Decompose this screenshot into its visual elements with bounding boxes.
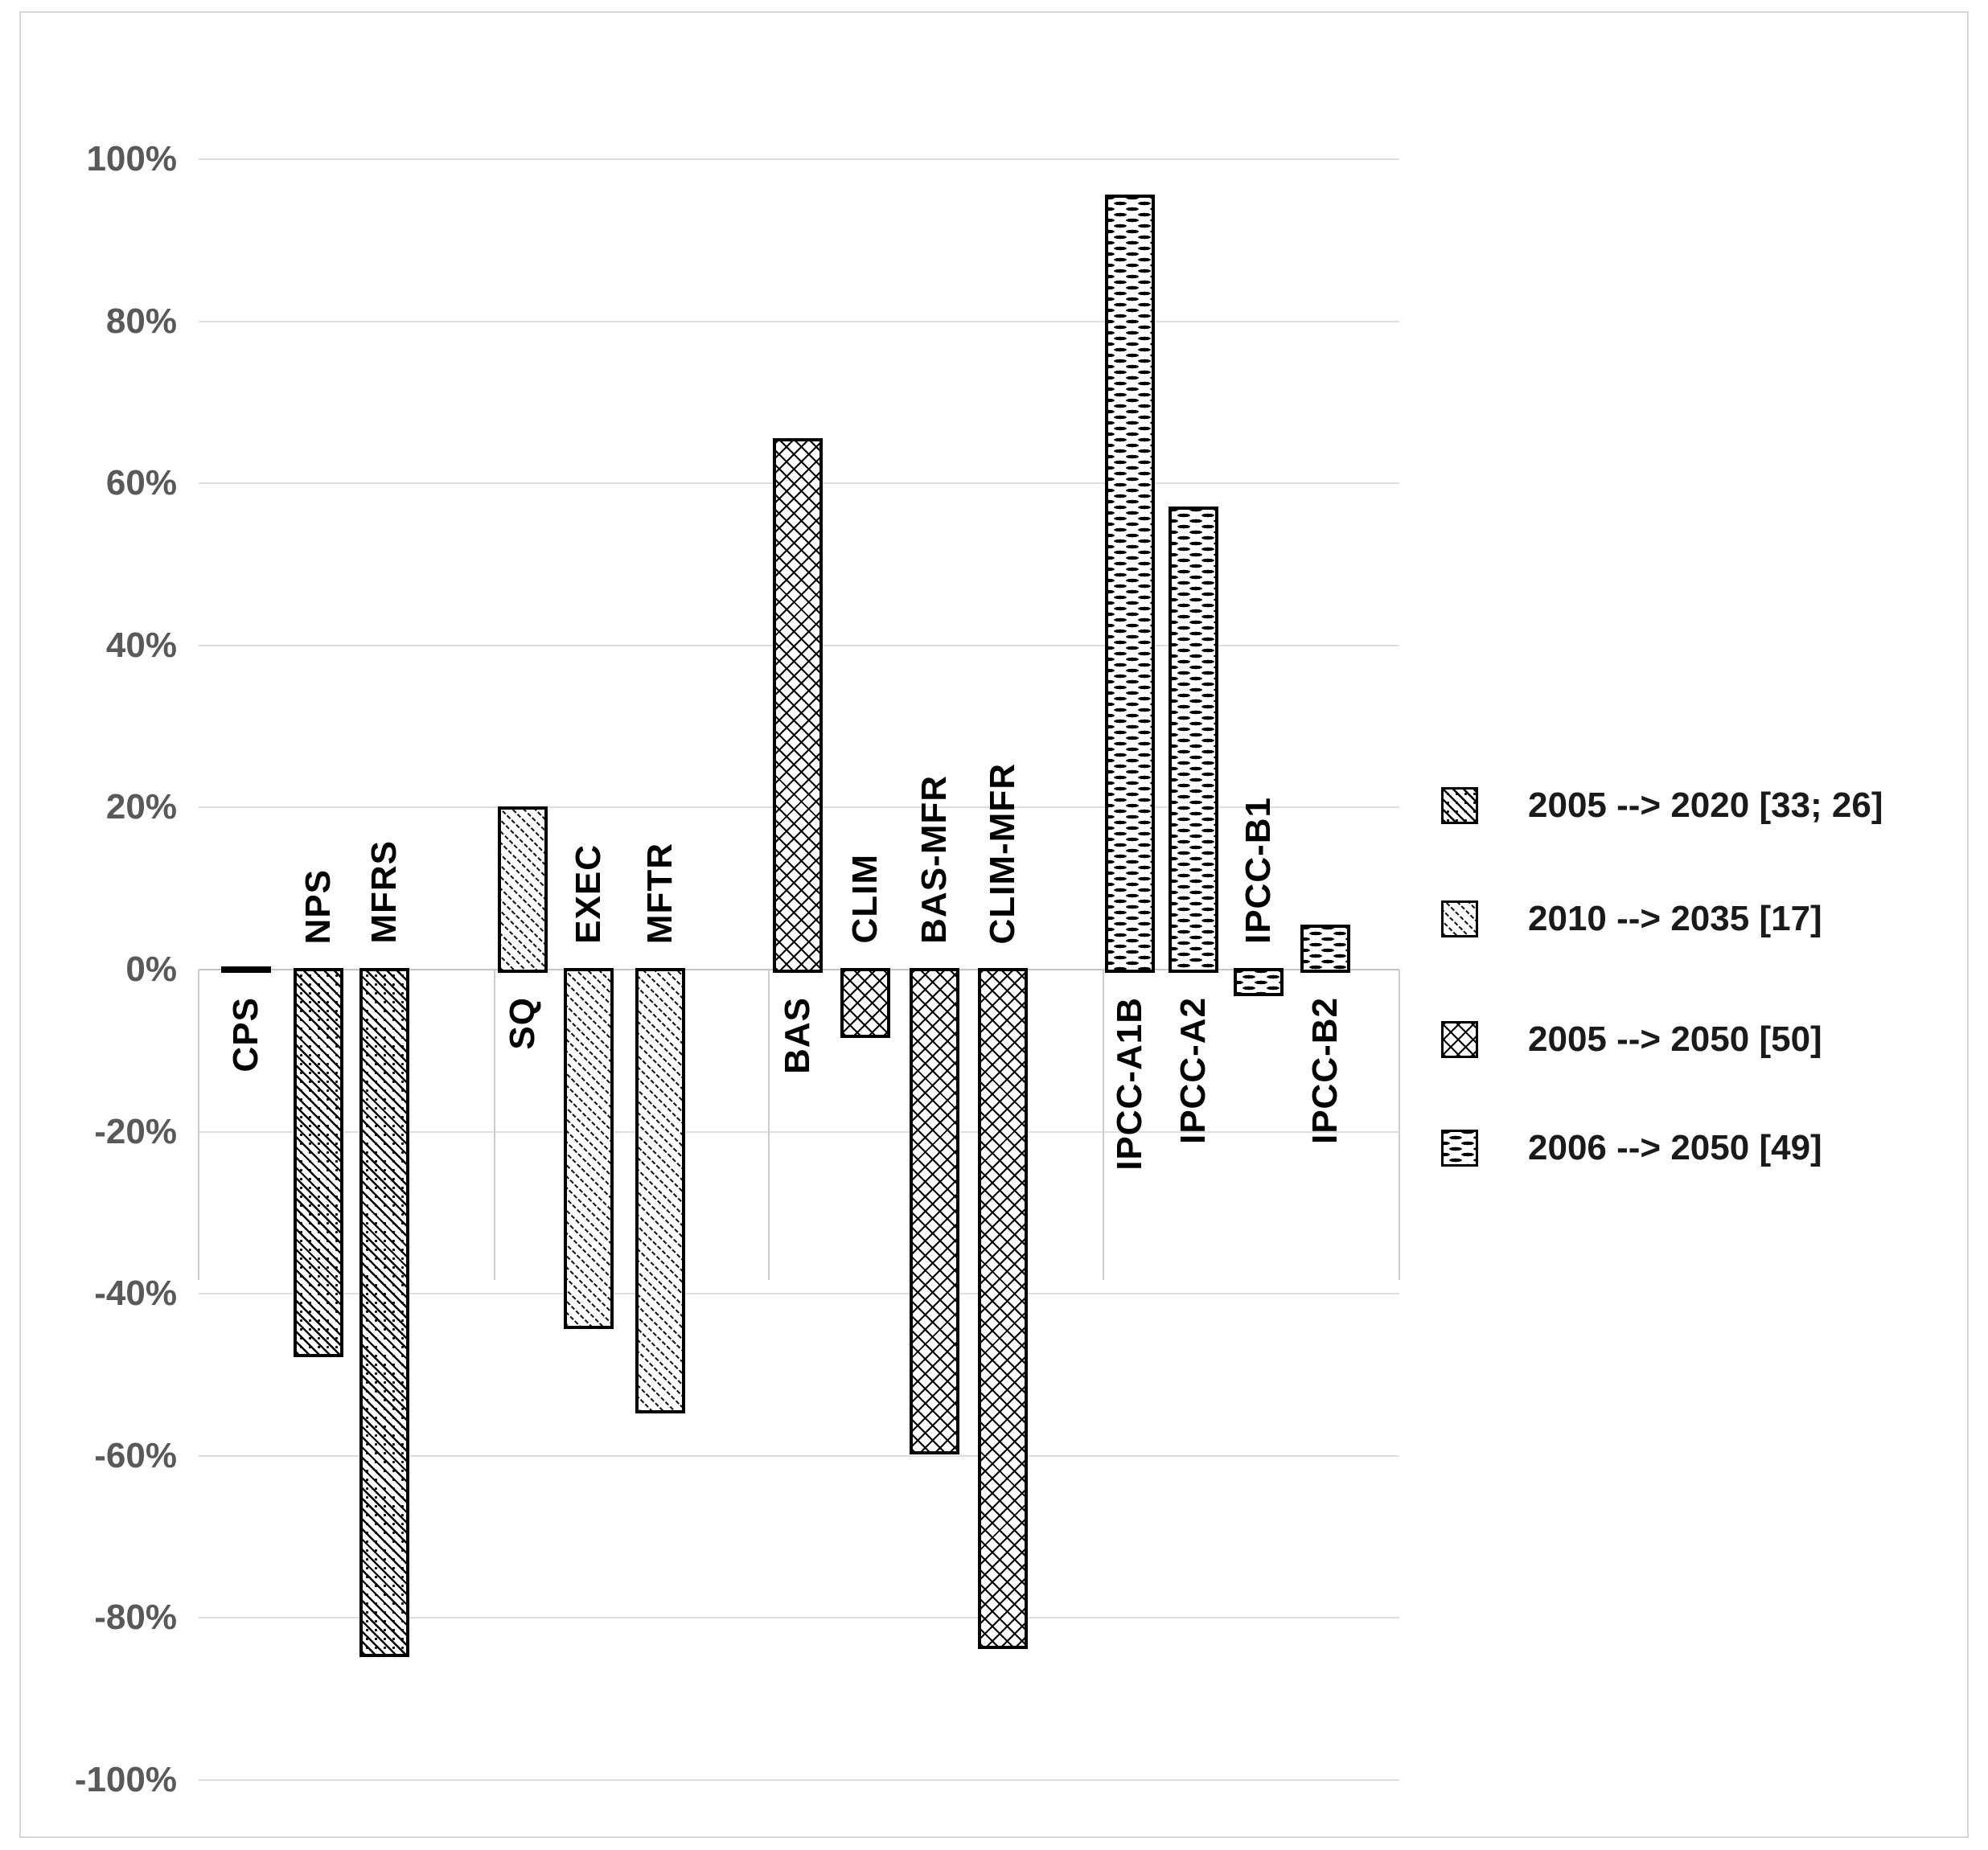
category-separator-tick bbox=[768, 970, 770, 1280]
gridline bbox=[199, 1130, 1399, 1133]
category-label-mfrs: MFRS bbox=[364, 840, 404, 944]
y-axis-tick-label: 40% bbox=[105, 625, 177, 665]
gridline bbox=[199, 1617, 1399, 1619]
y-axis-tick-label: -20% bbox=[94, 1111, 177, 1151]
legend-swatch-icon bbox=[1441, 1021, 1478, 1058]
bar-exec bbox=[564, 968, 614, 1329]
bar-mftr bbox=[635, 968, 685, 1414]
category-label-exec: EXEC bbox=[569, 844, 608, 944]
bar-bas-mfr bbox=[910, 968, 959, 1454]
bar-ipcc-b2 bbox=[1300, 924, 1350, 973]
category-label-ipcc-a1b: IPCC-A1B bbox=[1110, 997, 1149, 1171]
bar-sq bbox=[498, 806, 548, 973]
category-label-ipcc-a2: IPCC-A2 bbox=[1173, 997, 1213, 1145]
y-axis-tick-label: 0% bbox=[125, 950, 177, 989]
bar-clim-mfr bbox=[978, 968, 1028, 1649]
y-axis-tick-label: -40% bbox=[94, 1274, 177, 1314]
legend-label: 2010 --> 2035 [17] bbox=[1528, 899, 1822, 938]
category-label-nps: NPS bbox=[298, 868, 338, 944]
category-label-bas-mfr: BAS-MFR bbox=[914, 775, 954, 944]
category-label-mftr: MFTR bbox=[640, 842, 680, 944]
category-separator-tick bbox=[1399, 970, 1400, 1280]
bar-nps bbox=[294, 968, 343, 1357]
bar-ipcc-a1b bbox=[1105, 195, 1155, 973]
bar-ipcc-a2 bbox=[1169, 507, 1218, 973]
category-separator-tick bbox=[1103, 970, 1104, 1280]
gridline bbox=[199, 158, 1399, 160]
y-axis-tick-label: -100% bbox=[74, 1760, 177, 1799]
category-label-clim-mfr: CLIM-MFR bbox=[983, 762, 1022, 945]
category-label-clim: CLIM bbox=[845, 854, 885, 944]
bar-clim bbox=[840, 968, 890, 1038]
y-axis-tick-label: 20% bbox=[105, 787, 177, 827]
y-axis-tick-label: -80% bbox=[94, 1598, 177, 1638]
y-axis-tick-label: -60% bbox=[94, 1435, 177, 1475]
category-separator-tick bbox=[494, 970, 495, 1280]
gridline bbox=[199, 1779, 1399, 1781]
category-label-ipcc-b2: IPCC-B2 bbox=[1305, 997, 1345, 1145]
category-label-ipcc-b1: IPCC-B1 bbox=[1238, 796, 1278, 944]
category-label-bas: BAS bbox=[778, 997, 817, 1074]
y-axis-tick-label: 80% bbox=[105, 301, 177, 341]
legend-swatch-icon bbox=[1441, 787, 1478, 824]
category-label-cps: CPS bbox=[226, 997, 265, 1073]
bar-ipcc-b1 bbox=[1234, 968, 1284, 997]
gridline bbox=[199, 1454, 1399, 1457]
legend-swatch-icon bbox=[1441, 1130, 1478, 1167]
legend-label: 2005 --> 2050 [50] bbox=[1528, 1019, 1822, 1059]
legend-swatch-icon bbox=[1441, 900, 1478, 937]
bar-bas bbox=[773, 437, 823, 973]
bar-cps bbox=[221, 966, 271, 973]
category-separator-tick bbox=[198, 970, 199, 1280]
legend-label: 2005 --> 2020 [33; 26] bbox=[1528, 786, 1883, 825]
legend-label: 2006 --> 2050 [49] bbox=[1528, 1128, 1822, 1167]
gridline bbox=[199, 1293, 1399, 1295]
y-axis-tick-label: 60% bbox=[105, 463, 177, 503]
gridline bbox=[199, 320, 1399, 322]
y-axis-tick-label: 100% bbox=[86, 139, 177, 178]
bar-mfrs bbox=[359, 968, 409, 1657]
category-label-sq: SQ bbox=[503, 997, 542, 1050]
